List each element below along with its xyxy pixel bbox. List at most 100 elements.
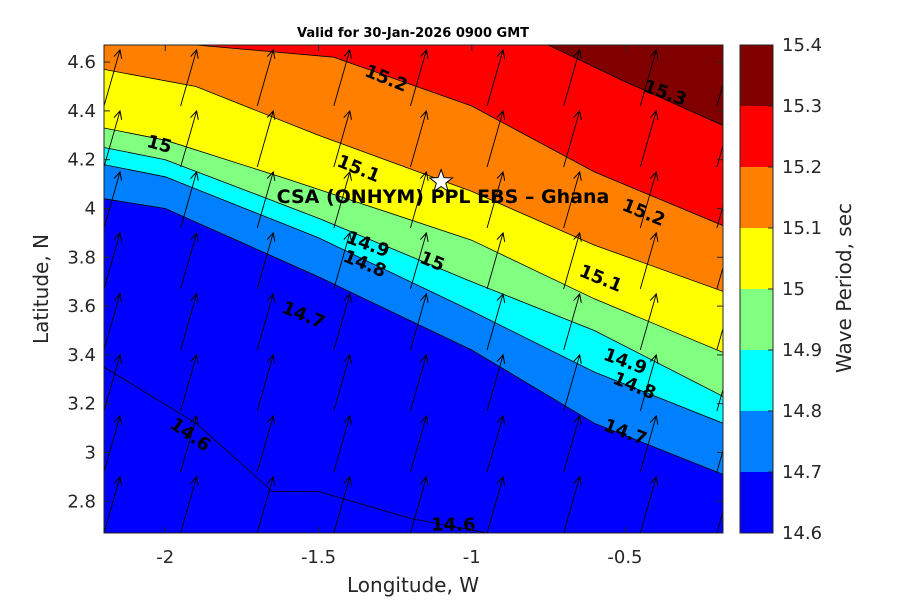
wave-arrow [256,233,273,290]
wave-arrow [716,509,723,533]
wave-arrow [256,294,273,351]
direction-arrows [104,50,723,533]
wave-arrow [486,50,503,107]
y-tick-label: 3.6 [67,296,96,317]
contour-label: 14.6 [431,515,475,536]
colorbar-swatch-14.9 [740,289,773,350]
wave-arrow [180,172,197,229]
wave-arrow [639,172,656,229]
wave-arrow [180,416,197,473]
wave-arrow [716,387,723,412]
colorbar-tick-label: 15.4 [782,35,822,56]
contour-line-14.8 [104,164,723,424]
wave-arrow [410,50,426,107]
colorbar-tick-label: 15.2 [782,157,822,178]
x-tick-label: -2 [156,547,174,568]
wave-arrow [256,355,273,412]
wave-arrow [333,172,350,229]
wave-arrow [639,355,656,412]
wave-arrow [716,448,723,473]
wave-arrow [180,294,197,351]
y-tick-label: 4 [85,198,96,219]
colorbar-tick-label: 14.8 [782,401,822,422]
wave-arrow [486,294,503,351]
wave-arrow [639,477,656,533]
plot-area [104,45,723,533]
wave-arrow [104,477,120,533]
wave-arrow [256,172,273,229]
wave-arrow [486,172,503,229]
wave-arrow [104,50,120,107]
wave-arrow [639,233,656,290]
wave-arrow [410,172,426,229]
plot-frame [103,44,724,534]
y-tick-label: 4.2 [67,150,96,171]
wave-arrow [716,204,723,229]
colorbar-swatch-15.1 [740,167,773,228]
y-tick-label: 4.4 [67,101,96,122]
y-tick-label: 3.8 [67,247,96,268]
colorbar-tick-label: 15.1 [782,218,822,239]
wave-arrow [256,477,273,533]
wave-arrow [486,111,503,168]
wave-arrow [486,233,503,290]
contour-line-15.2 [104,45,723,226]
wave-arrow [333,50,350,107]
wave-arrow [180,477,197,533]
wave-arrow [180,233,197,290]
contour-line-14.7 [104,198,723,475]
site-star-icon [428,168,454,193]
y-tick-label: 3.2 [67,394,96,415]
chart-title: Valid for 30-Jan-2026 0900 GMT [297,26,529,41]
wave-arrow [333,355,350,412]
wave-arrow [410,233,426,290]
colorbar: 14.6 14.7 14.8 14.9 15 15.1 15.2 15.3 15.4 [739,35,822,544]
wave-arrow [333,233,350,290]
x-tick-label: -1 [463,547,481,568]
x-axis-label: Longitude, W [347,573,479,597]
wave-arrow [563,416,580,473]
wave-arrow [563,477,580,533]
wave-arrow [486,355,503,412]
colorbar-swatch-14.7 [740,411,773,472]
wave-arrow [333,111,350,168]
y-tick-label: 3.4 [67,345,96,366]
wave-arrow [104,111,120,168]
x-axis-ticks: -2 -1.5 -1 -0.5 [156,45,643,568]
x-tick-label: -1.5 [301,547,336,568]
y-tick-label: 2.8 [67,491,96,512]
wave-arrow [104,172,120,229]
wave-arrow [104,294,120,351]
wave-arrow [256,50,273,107]
wave-arrow [716,82,723,107]
wave-arrow [410,416,426,473]
y-axis-label: Latitude, N [29,234,53,344]
colorbar-tick-label: 14.6 [782,523,822,544]
colorbar-tick-label: 15.3 [782,96,822,117]
wave-arrow [639,111,656,168]
wave-arrow [104,416,120,473]
colorbar-tick-label: 15 [782,279,805,300]
wave-arrow [333,477,350,533]
wave-arrow [410,355,426,412]
wave-arrow [410,294,426,351]
x-tick-label: -0.5 [607,547,642,568]
y-axis-ticks: 2.8 3 3.2 3.4 3.6 3.8 4 4.2 4.4 4.6 [67,52,723,512]
y-tick-label: 4.6 [67,52,96,73]
wave-arrow [639,50,656,107]
wave-arrow [563,294,580,351]
colorbar-swatch-15 [740,228,773,289]
colorbar-label: Wave Period, sec [832,203,856,373]
wave-arrow [563,50,580,107]
wave-arrow [716,143,723,168]
wave-arrow [256,416,273,473]
wave-arrow [639,416,656,473]
wave-arrow [104,355,120,412]
filled-contours [104,45,723,533]
contour-line-14.6 [104,366,488,533]
colorbar-swatch-14.8 [740,350,773,411]
wave-arrow [716,265,723,290]
colorbar-swatch-15.2 [740,106,773,167]
y-tick-label: 3 [85,442,96,463]
contour-lines [104,45,723,533]
